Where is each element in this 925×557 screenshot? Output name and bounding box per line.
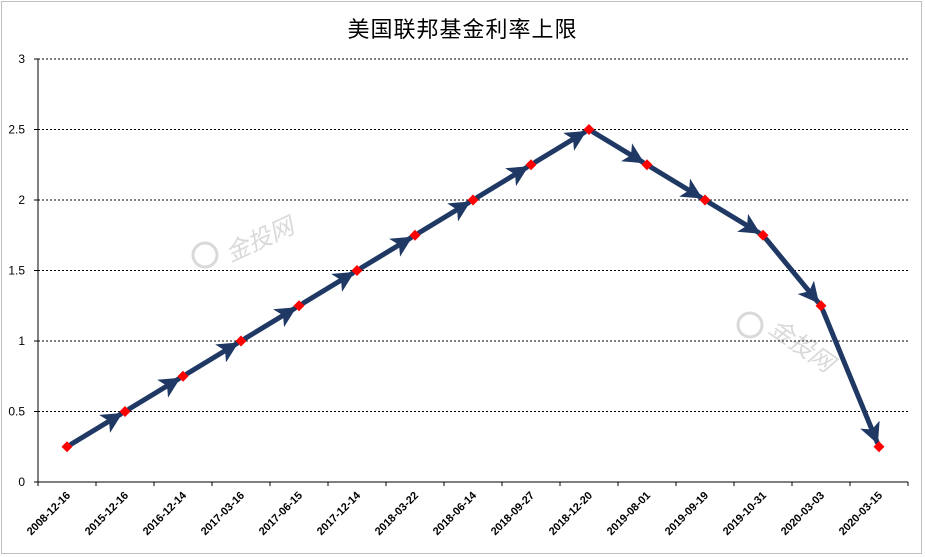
data-point-marker: [583, 124, 595, 135]
watermark-text: 金投网: [221, 211, 301, 268]
data-point-marker: [409, 229, 421, 241]
data-point-marker: [525, 159, 537, 171]
series-arrow-segment: [590, 129, 646, 165]
series-arrow-segment: [184, 341, 240, 377]
series-arrow-segment: [300, 270, 356, 306]
series-arrow-segment: [820, 307, 880, 445]
y-tick-label: 3: [18, 52, 25, 66]
y-tick-label: 2.5: [8, 123, 25, 137]
data-point-marker: [467, 194, 479, 206]
series-arrow-segment: [706, 200, 762, 236]
chart-title: 美国联邦基金利率上限: [347, 18, 578, 43]
data-point-marker: [119, 406, 131, 417]
series-arrow-segment: [648, 164, 704, 200]
data-point-marker: [699, 194, 711, 206]
series-arrow-segment: [532, 129, 588, 165]
series-arrow-segment: [763, 236, 821, 305]
data-point-marker: [235, 335, 247, 347]
data-point-marker: [293, 300, 305, 312]
data-point-marker: [641, 159, 653, 171]
x-tick-label: 2017-12-14: [315, 489, 364, 538]
x-tick-label: 2020-03-15: [837, 490, 885, 538]
x-tick-label: 2018-12-20: [547, 490, 595, 538]
data-point-marker: [873, 441, 885, 453]
y-tick-label: 0: [18, 475, 25, 489]
data-point-marker: [61, 441, 73, 453]
x-tick-label: 2017-06-15: [257, 490, 305, 538]
series-arrow-segment: [474, 164, 530, 200]
x-tick-label: 2016-12-14: [141, 489, 190, 538]
data-point-marker: [351, 265, 363, 276]
x-tick-label: 2019-09-19: [663, 490, 711, 538]
x-tick-label: 2019-10-31: [721, 490, 769, 538]
x-tick-label: 2020-03-03: [779, 490, 827, 538]
y-tick-label: 2: [18, 193, 25, 207]
watermark-logo-icon: [191, 241, 219, 269]
series-arrow-segment: [242, 305, 298, 341]
y-tick-label: 1: [18, 334, 25, 348]
x-tick-label: 2008-12-16: [25, 490, 73, 538]
series-arrow-segment: [416, 200, 472, 236]
series-arrow-segment: [68, 411, 124, 447]
x-tick-label: 2018-06-14: [431, 489, 480, 538]
data-point-marker: [177, 370, 189, 382]
y-tick-label: 1.5: [8, 264, 25, 278]
x-tick-label: 2015-12-16: [83, 490, 131, 538]
series-arrow-segment: [126, 376, 182, 412]
watermark-logo-icon: [736, 311, 764, 339]
x-tick-label: 2018-03-22: [373, 490, 421, 538]
x-tick-label: 2019-08-01: [605, 490, 653, 538]
x-tick-label: 2018-09-27: [489, 490, 537, 538]
data-point-marker: [757, 229, 769, 241]
series-arrow-segment: [358, 235, 414, 271]
data-point-marker: [815, 300, 827, 312]
y-tick-label: 0.5: [8, 405, 25, 419]
x-tick-label: 2017-03-16: [199, 490, 247, 538]
